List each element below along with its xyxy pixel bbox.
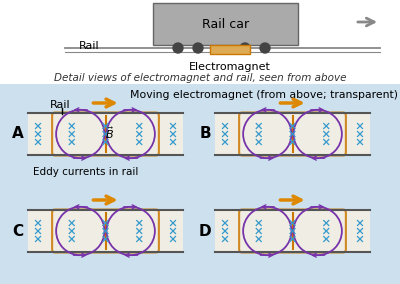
Bar [215, 113, 370, 155]
Circle shape [260, 43, 270, 53]
Circle shape [193, 43, 203, 53]
Circle shape [240, 43, 250, 53]
Text: D: D [199, 224, 211, 239]
Text: Eddy currents in rail: Eddy currents in rail [33, 167, 138, 177]
Text: B: B [199, 126, 211, 141]
FancyBboxPatch shape [52, 112, 159, 155]
FancyBboxPatch shape [153, 3, 298, 45]
Text: Rail car: Rail car [202, 18, 249, 30]
FancyBboxPatch shape [210, 45, 250, 54]
Text: $\vec{B}$: $\vec{B}$ [105, 125, 114, 141]
Circle shape [173, 43, 183, 53]
FancyBboxPatch shape [52, 210, 159, 252]
Bar [28, 210, 183, 252]
Text: Detail views of electromagnet and rail, seen from above: Detail views of electromagnet and rail, … [54, 73, 346, 83]
Text: Rail: Rail [79, 41, 100, 51]
Text: A: A [12, 126, 24, 141]
Text: C: C [12, 224, 24, 239]
Bar [28, 113, 183, 155]
Text: Moving electromagnet (from above; transparent): Moving electromagnet (from above; transp… [130, 90, 398, 100]
Bar [215, 210, 370, 252]
FancyBboxPatch shape [239, 112, 346, 155]
FancyBboxPatch shape [239, 210, 346, 252]
Text: Electromagnet: Electromagnet [189, 62, 271, 72]
Text: Rail: Rail [50, 100, 71, 110]
Bar [0, 84, 400, 284]
